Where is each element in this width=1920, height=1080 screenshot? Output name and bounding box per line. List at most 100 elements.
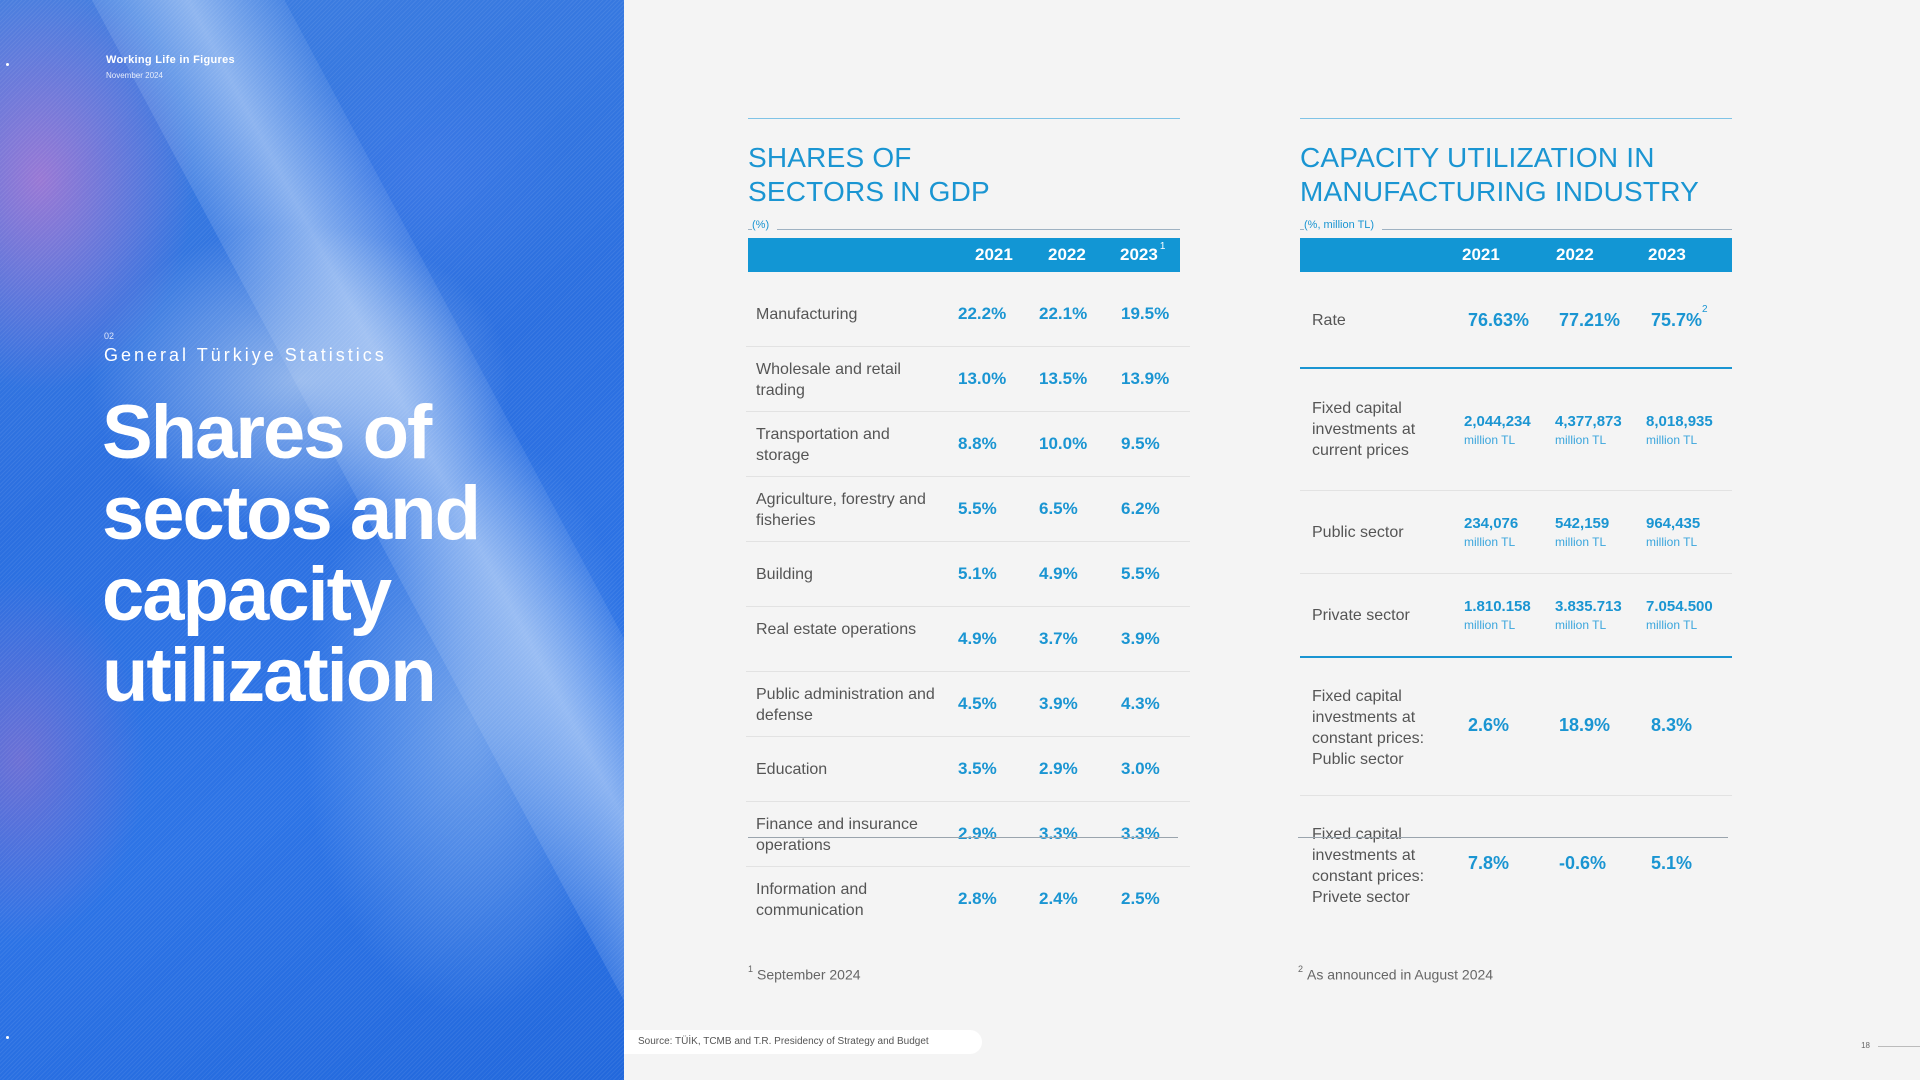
capacity-table-body: Rate 76.63% 77.21% 75.7%2 Fixed capital …	[1300, 272, 1732, 934]
share-value: 2.9%	[1039, 759, 1078, 778]
amount-unit: million TL	[1646, 618, 1698, 632]
gdp-table-body: Manufacturing 22.2% 22.1% 19.5% Wholesale an…	[746, 282, 1190, 932]
share-value: 4.9%	[1039, 564, 1078, 583]
share-value: 2.5%	[1121, 889, 1160, 908]
table-row: Information and communication 2.8% 2.4% 2.5…	[746, 867, 1190, 932]
footnote-mark: 2	[1702, 304, 1708, 315]
amount-unit: million TL	[1555, 433, 1607, 447]
amount-value: 8,018,935	[1646, 413, 1713, 430]
share-value: 19.5%	[1121, 304, 1170, 323]
hero-panel: Working Life in Figures November 2024 02…	[0, 0, 624, 1080]
share-value: 3.3%	[1039, 824, 1078, 843]
amount-unit: million TL	[1646, 433, 1698, 447]
capacity-footer-rule	[1298, 837, 1728, 838]
section-number: 02	[104, 331, 115, 341]
amount-value: 542,159	[1555, 515, 1610, 532]
row-label: Manufacturing	[756, 306, 858, 323]
gdp-unit-label: (%)	[752, 219, 778, 231]
share-value: 3.5%	[958, 759, 997, 778]
share-value: 4.5%	[958, 694, 997, 713]
row-label: Transportation and storage	[756, 426, 890, 464]
share-value: 6.2%	[1121, 499, 1160, 518]
percent-value: -0.6%	[1559, 853, 1607, 873]
gdp-shares-panel: SHARES OF SECTORS IN GDP (%) 2021 2022 2…	[746, 118, 1190, 932]
amount-unit: million TL	[1646, 535, 1698, 549]
share-value: 5.5%	[958, 499, 997, 518]
amount-value: 964,435	[1646, 515, 1701, 532]
table-row: Wholesale and retail trading 13.0% 13.5% 13…	[746, 347, 1190, 412]
capacity-unit-label: (%, million TL)	[1304, 219, 1383, 231]
row-label: Fixed capital investments at constant pr…	[1312, 826, 1425, 906]
amount-unit: million TL	[1464, 618, 1516, 632]
percent-value: 7.8%	[1468, 853, 1510, 873]
table-row: Education 3.5% 2.9% 3.0%	[746, 737, 1190, 802]
table-row: Manufacturing 22.2% 22.1% 19.5%	[746, 282, 1190, 347]
row-label: Private sector	[1312, 607, 1410, 624]
table-row: Finance and insurance operations 2.9% 3.3%…	[746, 802, 1190, 867]
rate-value: 76.63%	[1468, 310, 1530, 330]
column-header: 2021	[1462, 245, 1500, 264]
brand-date: November 2024	[106, 71, 163, 80]
share-value: 10.0%	[1039, 434, 1088, 453]
row-label: Public administration and defense	[756, 686, 935, 724]
column-header: 2023 1	[1120, 241, 1166, 264]
share-value: 3.3%	[1121, 824, 1160, 843]
share-value: 2.8%	[958, 889, 997, 908]
table-row: Agriculture, forestry and fisheries 5.5% 6…	[746, 477, 1190, 542]
amount-value: 1.810.158	[1464, 598, 1531, 615]
share-value: 6.5%	[1039, 499, 1078, 518]
page-line	[1878, 1046, 1920, 1047]
share-value: 22.1%	[1039, 304, 1088, 323]
share-value: 8.8%	[958, 434, 997, 453]
table-row-fixed-constant-private: Fixed capital investments at constant pr…	[1300, 796, 1732, 934]
row-label: Public sector	[1312, 524, 1404, 541]
top-rule	[748, 118, 1180, 119]
footnote-mark: 1	[1159, 241, 1166, 253]
table-row-public-sector: Public sector 234,076 million TL 542,159…	[1300, 491, 1732, 574]
table-row: Public administration and defense 4.5% 3.9…	[746, 672, 1190, 737]
gdp-table-title: SHARES OF SECTORS IN GDP	[748, 142, 990, 207]
share-value: 13.0%	[958, 369, 1007, 388]
gdp-footer-rule	[748, 837, 1178, 838]
table-row-fixed-current: Fixed capital investments at current pri…	[1300, 369, 1732, 491]
row-label: Rate	[1312, 312, 1346, 329]
amount-value: 3.835.713	[1555, 598, 1622, 615]
percent-value: 5.1%	[1651, 853, 1693, 873]
amount-value: 4,377,873	[1555, 413, 1622, 430]
brand-name: Working Life in Figures	[106, 54, 235, 66]
share-value: 3.9%	[1121, 629, 1160, 648]
amount-value: 234,076	[1464, 515, 1519, 532]
column-header: 2022	[1048, 245, 1086, 264]
page-number: 18	[1861, 1041, 1870, 1050]
share-value: 9.5%	[1121, 434, 1160, 453]
share-value: 13.5%	[1039, 369, 1088, 388]
capacity-table-title: CAPACITY UTILIZATION IN MANUFACTURING IN…	[1300, 142, 1700, 207]
table-row-rate: Rate 76.63% 77.21% 75.7%2	[1300, 272, 1732, 369]
source-note: Source: TÜİK, TCMB and T.R. Presidency o…	[624, 1030, 982, 1054]
unit-line: (%, million TL)	[1300, 219, 1732, 233]
amount-unit: million TL	[1555, 535, 1607, 549]
rate-value: 77.21%	[1559, 310, 1621, 330]
edge-dot	[6, 63, 9, 66]
row-label: Information and communication	[756, 881, 868, 919]
gdp-table-header: 2021 2022 2023 1	[748, 238, 1180, 272]
column-header: 2022	[1556, 245, 1594, 264]
share-value: 2.4%	[1039, 889, 1078, 908]
unit-line: (%)	[748, 219, 1180, 233]
hero-title: Shares of sectos and capacity utilizatio…	[102, 390, 481, 718]
row-label: Fixed capital investments at constant pr…	[1312, 688, 1425, 768]
capacity-utilization-panel: CAPACITY UTILIZATION IN MANUFACTURING IN…	[1300, 118, 1732, 934]
row-label: Agriculture, forestry and fisheries	[756, 491, 926, 529]
table-row-fixed-constant-public: Fixed capital investments at constant pr…	[1300, 658, 1732, 796]
table-row: Real estate operations 4.9% 3.7% 3.9%	[746, 607, 1190, 672]
row-label: Real estate operations	[756, 621, 917, 638]
table-row-private-sector: Private sector 1.810.158 million TL 3.83…	[1300, 574, 1732, 658]
column-header: 2023	[1648, 245, 1686, 264]
top-rule	[1300, 118, 1732, 119]
amount-unit: million TL	[1464, 433, 1516, 447]
share-value: 3.7%	[1039, 629, 1078, 648]
share-value: 13.9%	[1121, 369, 1170, 388]
row-label: Fixed capital investments at current pri…	[1312, 400, 1416, 459]
row-label: Finance and insurance operations	[756, 816, 918, 854]
share-value: 4.9%	[958, 629, 997, 648]
